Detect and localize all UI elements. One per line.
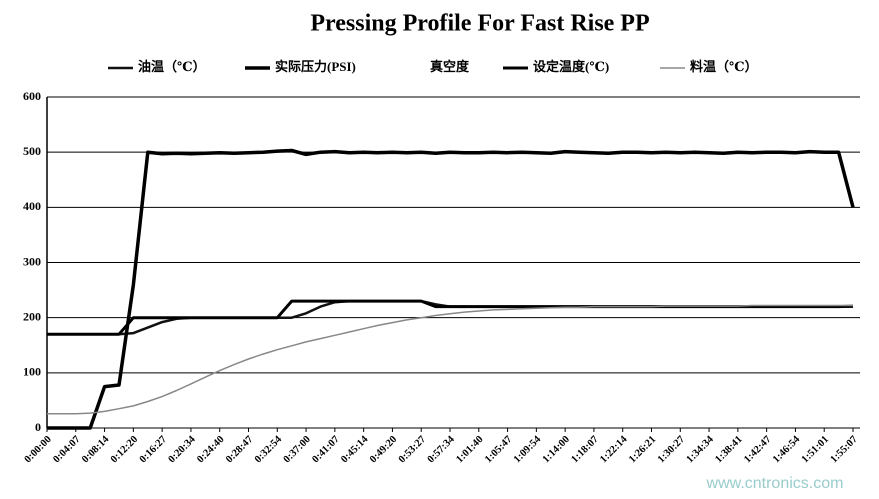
x-tick-label: 0:16:27: [138, 434, 169, 465]
x-tick-label: 0:20:34: [166, 434, 198, 466]
watermark: www.cntronics.com: [706, 475, 844, 492]
x-tick-label: 1:05:47: [483, 434, 514, 465]
y-tick-label: 0: [35, 420, 41, 434]
x-tick-label: 1:46:54: [771, 434, 803, 466]
x-tick-label: 1:30:27: [656, 434, 687, 465]
x-tick-label: 0:41:07: [310, 434, 341, 465]
x-tick-label: 0:53:27: [397, 434, 428, 465]
x-tick-label: 0:28:47: [224, 434, 255, 465]
x-tick-label: 0:49:20: [368, 434, 399, 465]
x-tick-label: 0:08:14: [80, 434, 112, 466]
x-tick-label: 0:24:40: [195, 434, 226, 465]
series-line: [47, 148, 855, 430]
x-tick-label: 1:26:21: [627, 434, 658, 465]
legend-label: 设定温度(℃): [533, 59, 609, 74]
x-tick-label: 0:32:54: [253, 434, 285, 466]
x-tick-label: 0:12:20: [109, 434, 140, 465]
x-tick-label: 0:00:00: [23, 434, 54, 465]
y-tick-label: 400: [23, 199, 41, 213]
x-tick-label: 1:09:54: [512, 434, 544, 466]
x-tick-label: 0:45:14: [339, 434, 371, 466]
legend-label: 料温（℃）: [690, 59, 758, 74]
x-tick-label: 1:42:47: [742, 434, 773, 465]
legend-label: 真空度: [430, 59, 470, 74]
x-tick-label: 0:37:00: [282, 434, 313, 465]
chart-title: Pressing Profile For Fast Rise PP: [310, 11, 649, 37]
y-tick-label: 200: [23, 309, 41, 323]
x-tick-label: 0:57:34: [426, 434, 458, 466]
x-tick-label: 0:04:07: [51, 434, 82, 465]
series-line: [47, 304, 853, 415]
x-tick-label: 1:14:00: [541, 434, 572, 465]
x-tick-label: 1:34:34: [685, 434, 717, 466]
y-tick-label: 600: [23, 89, 41, 103]
x-tick-label: 1:01:40: [454, 434, 485, 465]
x-tick-label: 1:51:01: [800, 434, 831, 465]
legend-label: 实际压力(PSI): [275, 59, 356, 74]
legend-label: 油温（℃）: [138, 59, 206, 74]
x-tick-label: 1:38:41: [713, 434, 744, 465]
y-tick-label: 300: [23, 254, 41, 268]
x-tick-label: 1:55:07: [829, 434, 860, 465]
x-tick-label: 1:22:14: [598, 434, 630, 466]
y-tick-label: 100: [23, 365, 41, 379]
y-tick-label: 500: [23, 144, 41, 158]
x-tick-label: 1:18:07: [569, 434, 600, 465]
